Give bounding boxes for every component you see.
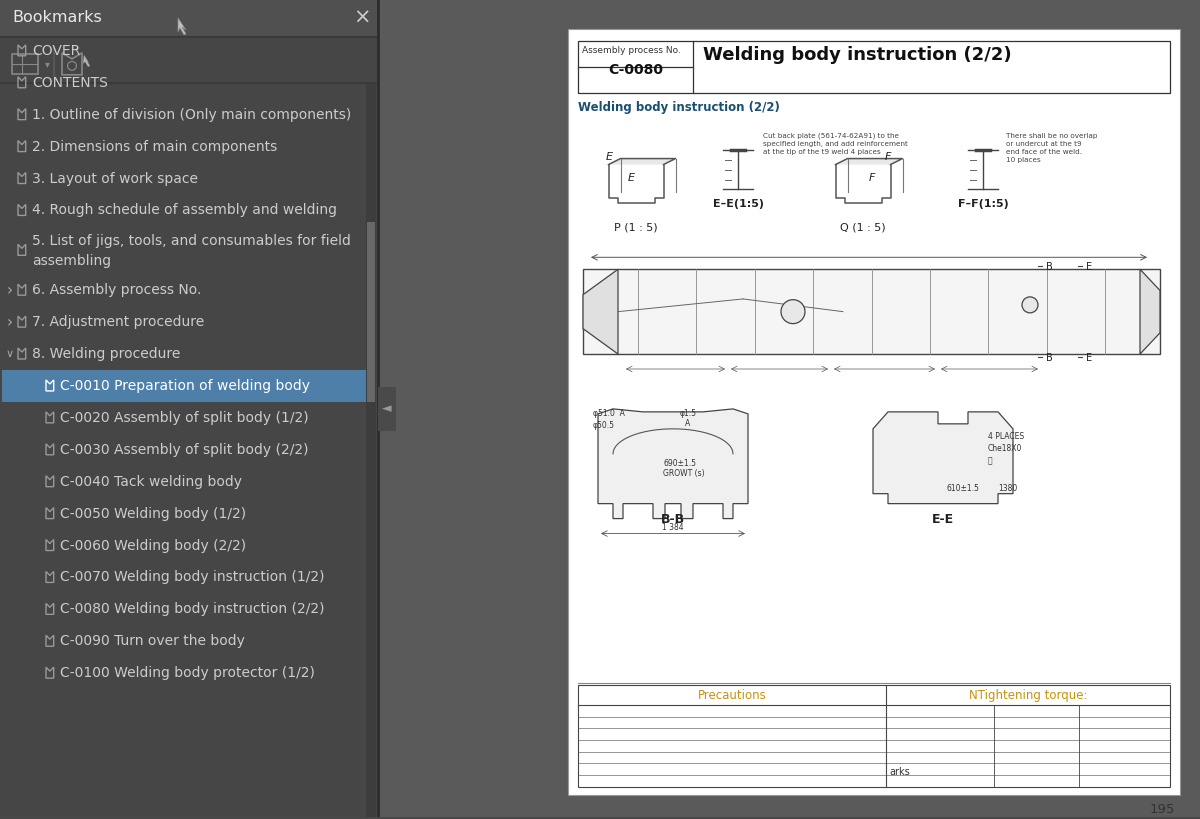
Bar bbox=[578, 41, 1170, 93]
Polygon shape bbox=[178, 18, 186, 35]
Text: E-E: E-E bbox=[932, 513, 954, 526]
Text: E: E bbox=[1086, 262, 1092, 272]
Text: C-0060 Welding body (2/2): C-0060 Welding body (2/2) bbox=[60, 539, 246, 553]
Bar bbox=[0, 0, 378, 36]
Text: 2. Dimensions of main components: 2. Dimensions of main components bbox=[32, 139, 277, 154]
Text: 6. Assembly process No.: 6. Assembly process No. bbox=[32, 283, 202, 297]
Text: Q (1 : 5): Q (1 : 5) bbox=[840, 223, 886, 233]
Text: C-0010 Preparation of welding body: C-0010 Preparation of welding body bbox=[60, 379, 310, 393]
Bar bbox=[379, 0, 1200, 817]
Bar bbox=[12, 54, 38, 74]
Bar bbox=[2, 370, 366, 402]
Text: 195: 195 bbox=[1150, 803, 1175, 816]
Text: 4 PLACES
Che18X0
Ⓢ: 4 PLACES Che18X0 Ⓢ bbox=[988, 432, 1024, 466]
Circle shape bbox=[781, 300, 805, 324]
Text: 610±1.5: 610±1.5 bbox=[947, 484, 979, 493]
Text: 4. Rough schedule of assembly and welding: 4. Rough schedule of assembly and weldin… bbox=[32, 203, 337, 217]
Text: COVER: COVER bbox=[32, 44, 80, 58]
Text: CONTENTS: CONTENTS bbox=[32, 76, 108, 90]
Bar bbox=[367, 223, 374, 402]
Polygon shape bbox=[1140, 269, 1160, 354]
Text: ›: › bbox=[7, 283, 13, 298]
Text: Welding body instruction (2/2): Welding body instruction (2/2) bbox=[578, 101, 780, 114]
Text: Precautions: Precautions bbox=[697, 689, 767, 702]
Text: ∨: ∨ bbox=[6, 349, 14, 359]
Text: C-0050 Welding body (1/2): C-0050 Welding body (1/2) bbox=[60, 507, 246, 521]
Text: assembling: assembling bbox=[32, 254, 112, 268]
Circle shape bbox=[1022, 297, 1038, 313]
Polygon shape bbox=[83, 55, 90, 67]
Text: Cut back plate (561-74-62A91) to the
specified length, and add reinforcement
at : Cut back plate (561-74-62A91) to the spe… bbox=[763, 133, 908, 155]
Text: B: B bbox=[1046, 262, 1052, 272]
Text: C-0080: C-0080 bbox=[608, 63, 664, 77]
Text: There shall be no overlap
or undercut at the t9
end face of the weld.
10 places: There shall be no overlap or undercut at… bbox=[1006, 133, 1098, 163]
Text: B-B: B-B bbox=[661, 513, 685, 526]
Polygon shape bbox=[835, 159, 902, 165]
Text: C-0080 Welding body instruction (2/2): C-0080 Welding body instruction (2/2) bbox=[60, 602, 324, 617]
Text: Welding body instruction (2/2): Welding body instruction (2/2) bbox=[703, 46, 1012, 64]
Text: C-0030 Assembly of split body (2/2): C-0030 Assembly of split body (2/2) bbox=[60, 443, 308, 457]
Text: C-0090 Turn over the body: C-0090 Turn over the body bbox=[60, 634, 245, 649]
Bar bbox=[366, 83, 376, 817]
Text: φ51.0  A
φ50.5: φ51.0 A φ50.5 bbox=[593, 409, 625, 430]
Text: ›: › bbox=[7, 314, 13, 329]
Bar bbox=[583, 269, 1160, 354]
Text: 1380: 1380 bbox=[998, 484, 1018, 493]
Bar bbox=[568, 29, 1180, 795]
Text: P (1 : 5): P (1 : 5) bbox=[614, 223, 658, 233]
Text: ×: × bbox=[353, 8, 371, 28]
Polygon shape bbox=[874, 412, 1013, 504]
Text: Bookmarks: Bookmarks bbox=[12, 11, 102, 25]
Text: Assembly process No.: Assembly process No. bbox=[582, 46, 680, 55]
Text: F–F(1:5): F–F(1:5) bbox=[958, 200, 1008, 210]
Text: 7. Adjustment procedure: 7. Adjustment procedure bbox=[32, 315, 204, 329]
Text: E: E bbox=[606, 152, 613, 161]
Polygon shape bbox=[583, 269, 618, 354]
Text: F: F bbox=[869, 173, 875, 183]
Text: C-0070 Welding body instruction (1/2): C-0070 Welding body instruction (1/2) bbox=[60, 570, 324, 585]
Text: C-0100 Welding body protector (1/2): C-0100 Welding body protector (1/2) bbox=[60, 666, 314, 680]
Text: φ1.5
A: φ1.5 A bbox=[679, 409, 696, 428]
Text: F: F bbox=[886, 152, 892, 161]
Text: C-0020 Assembly of split body (1/2): C-0020 Assembly of split body (1/2) bbox=[60, 411, 308, 425]
Text: 8. Welding procedure: 8. Welding procedure bbox=[32, 347, 180, 361]
Text: E–E(1:5): E–E(1:5) bbox=[713, 200, 763, 210]
Text: E: E bbox=[1086, 353, 1092, 363]
Text: 1. Outline of division (Only main components): 1. Outline of division (Only main compon… bbox=[32, 107, 352, 122]
Polygon shape bbox=[608, 159, 676, 165]
Text: ▾: ▾ bbox=[46, 59, 50, 69]
Text: arks: arks bbox=[890, 767, 911, 776]
Text: NTightening torque:: NTightening torque: bbox=[968, 689, 1087, 702]
Bar bbox=[578, 686, 1170, 787]
Polygon shape bbox=[598, 409, 748, 518]
Text: E: E bbox=[628, 173, 635, 183]
Text: 690±1.5
GROWT (s): 690±1.5 GROWT (s) bbox=[662, 459, 704, 478]
Bar bbox=[0, 0, 378, 817]
Text: 5. List of jigs, tools, and consumables for field: 5. List of jigs, tools, and consumables … bbox=[32, 233, 350, 247]
Text: 3. Layout of work space: 3. Layout of work space bbox=[32, 171, 198, 186]
Text: ◄: ◄ bbox=[382, 402, 392, 415]
Text: C-0040 Tack welding body: C-0040 Tack welding body bbox=[60, 475, 242, 489]
Text: 1 384: 1 384 bbox=[662, 523, 684, 532]
Bar bbox=[378, 387, 396, 431]
Text: B: B bbox=[1046, 353, 1052, 363]
